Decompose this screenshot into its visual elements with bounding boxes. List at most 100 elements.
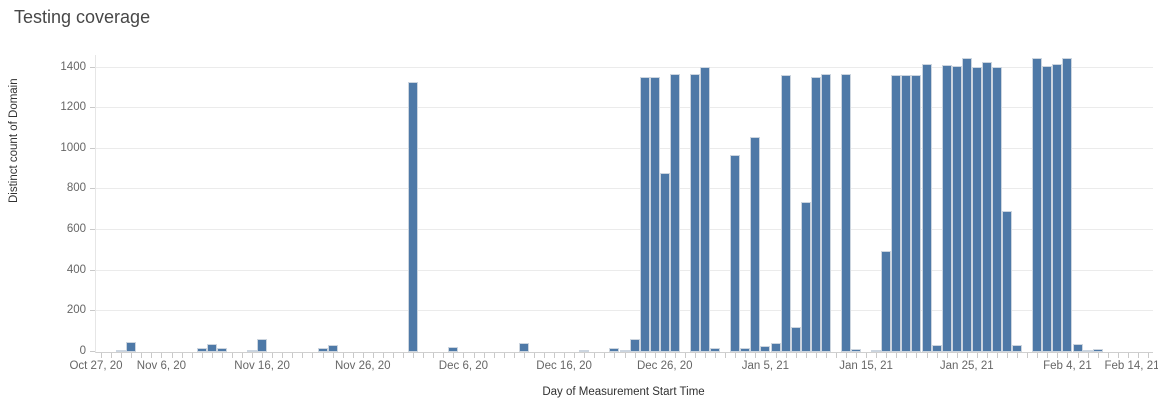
- bar[interactable]: [740, 348, 751, 352]
- bar[interactable]: [1082, 350, 1093, 352]
- bar[interactable]: [579, 350, 590, 352]
- bar[interactable]: [981, 62, 992, 352]
- bar[interactable]: [639, 77, 650, 352]
- bar[interactable]: [448, 347, 459, 352]
- x-tick-mark: [795, 353, 797, 358]
- x-tick-mark: [101, 353, 103, 358]
- bar[interactable]: [1052, 64, 1063, 352]
- bar[interactable]: [760, 346, 771, 352]
- bar[interactable]: [700, 67, 711, 352]
- bar[interactable]: [810, 77, 821, 352]
- x-tick-mark: [1127, 353, 1129, 358]
- bar[interactable]: [216, 348, 227, 352]
- x-tick-mark: [664, 353, 666, 358]
- bar[interactable]: [800, 202, 811, 352]
- bar[interactable]: [196, 348, 207, 352]
- bar[interactable]: [820, 74, 831, 352]
- y-tick-label: 1000: [60, 141, 86, 154]
- y-gridline: [96, 229, 1153, 231]
- bar[interactable]: [247, 350, 258, 352]
- bar[interactable]: [851, 349, 862, 352]
- x-tick-mark: [473, 353, 475, 358]
- bar[interactable]: [961, 58, 972, 352]
- x-tick-mark: [1007, 353, 1009, 358]
- bar[interactable]: [891, 75, 902, 352]
- bar[interactable]: [257, 339, 268, 352]
- x-tick-label: Feb 4, 21: [1043, 360, 1092, 372]
- y-tick-label: 1400: [60, 60, 86, 73]
- bar[interactable]: [881, 251, 892, 352]
- bar[interactable]: [669, 74, 680, 352]
- bar[interactable]: [327, 345, 338, 352]
- bar[interactable]: [629, 339, 640, 352]
- bar[interactable]: [971, 67, 982, 352]
- bar[interactable]: [871, 350, 882, 352]
- bar[interactable]: [840, 74, 851, 352]
- bar[interactable]: [126, 342, 137, 352]
- x-tick-mark: [252, 353, 254, 358]
- y-tick-mark: [90, 107, 95, 109]
- x-tick-label: Dec 6, 20: [438, 360, 489, 372]
- bar[interactable]: [931, 345, 942, 352]
- x-tick-mark: [986, 353, 988, 358]
- x-tick-mark: [201, 353, 203, 358]
- bar[interactable]: [921, 64, 932, 352]
- bar[interactable]: [790, 327, 801, 352]
- bar[interactable]: [901, 75, 912, 352]
- x-tick-mark: [282, 353, 284, 358]
- bar[interactable]: [1092, 349, 1103, 352]
- bar[interactable]: [750, 137, 761, 352]
- bar[interactable]: [1012, 345, 1023, 352]
- x-tick-mark: [272, 353, 274, 358]
- x-tick-mark: [483, 353, 485, 358]
- x-tick-mark: [725, 353, 727, 358]
- x-tick-mark: [1037, 353, 1039, 358]
- y-gridline: [96, 188, 1153, 190]
- x-tick-mark: [765, 353, 767, 358]
- x-tick-mark: [876, 353, 878, 358]
- bar[interactable]: [1072, 344, 1083, 352]
- bar[interactable]: [1062, 58, 1073, 352]
- bar[interactable]: [518, 343, 529, 352]
- bar[interactable]: [710, 348, 721, 352]
- x-tick-mark: [805, 353, 807, 358]
- x-tick-mark: [342, 353, 344, 358]
- bar[interactable]: [619, 350, 630, 352]
- x-tick-mark: [302, 353, 304, 358]
- x-tick-label: Nov 6, 20: [136, 360, 187, 372]
- bar[interactable]: [689, 74, 700, 352]
- y-tick-mark: [90, 229, 95, 231]
- bar[interactable]: [649, 77, 660, 352]
- x-tick-mark: [896, 353, 898, 358]
- x-tick-mark: [916, 353, 918, 358]
- x-tick-mark: [312, 353, 314, 358]
- x-tick-mark: [1087, 353, 1089, 358]
- bar[interactable]: [780, 75, 791, 352]
- bar[interactable]: [659, 173, 670, 352]
- bar[interactable]: [991, 67, 1002, 352]
- bar[interactable]: [951, 66, 962, 352]
- x-tick-mark: [684, 353, 686, 358]
- bar[interactable]: [609, 348, 620, 352]
- bar[interactable]: [408, 82, 419, 352]
- bar[interactable]: [730, 155, 741, 352]
- x-tick-mark: [825, 353, 827, 358]
- bar[interactable]: [941, 65, 952, 352]
- bar[interactable]: [206, 344, 217, 352]
- y-tick-mark: [90, 269, 95, 271]
- x-tick-mark: [1027, 353, 1029, 358]
- x-tick-mark: [241, 353, 243, 358]
- y-tick-mark: [90, 147, 95, 149]
- y-gridline: [96, 107, 1153, 109]
- x-tick-mark: [382, 353, 384, 358]
- bar[interactable]: [1002, 211, 1013, 352]
- bar[interactable]: [911, 75, 922, 352]
- bar[interactable]: [1032, 58, 1043, 352]
- y-tick-mark: [90, 188, 95, 190]
- bar[interactable]: [116, 350, 127, 352]
- bar[interactable]: [770, 343, 781, 352]
- x-tick-mark: [755, 353, 757, 358]
- bar[interactable]: [1042, 66, 1053, 352]
- bar[interactable]: [317, 348, 328, 352]
